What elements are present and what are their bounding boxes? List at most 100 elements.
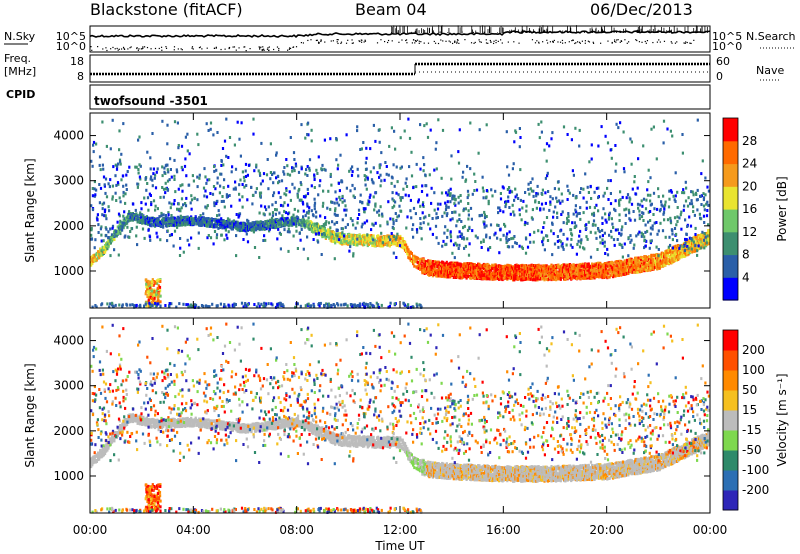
power-cell: [384, 235, 387, 239]
n-search-dot: [287, 49, 289, 51]
power-cell: [145, 221, 148, 225]
power-cell: [109, 241, 112, 245]
power-cell: [349, 240, 352, 244]
power-cell: [415, 265, 418, 269]
power-cell: [448, 273, 451, 277]
power-cell: [498, 264, 501, 268]
n-search-dot: [497, 40, 499, 43]
power-cell: [91, 255, 94, 259]
power-cell: [346, 242, 350, 246]
power-cell: [489, 264, 493, 268]
power-cell: [309, 220, 312, 224]
n-search-dot: [387, 39, 390, 42]
power-cell: [352, 243, 355, 246]
power-cell: [153, 218, 157, 222]
power-cell: [185, 217, 188, 221]
n-search-dot: [158, 47, 160, 50]
power-cell: [188, 223, 191, 227]
n-search-dot: [161, 49, 163, 51]
power-cell: [495, 275, 498, 279]
power-cell: [449, 268, 452, 271]
power-cell: [237, 221, 240, 225]
n-search-dot: [584, 42, 586, 44]
power-cell: [144, 221, 147, 225]
n-search-dot: [493, 40, 495, 42]
n-search-dot: [244, 46, 246, 48]
power-cell: [467, 266, 470, 270]
power-cell: [198, 221, 201, 225]
power-cell: [467, 270, 470, 274]
power-cell: [420, 267, 423, 271]
n-search-dot: [129, 47, 131, 49]
power-cell: [470, 266, 473, 270]
n-search-dot: [137, 49, 139, 51]
power-cell: [417, 263, 420, 267]
power-cell: [485, 266, 488, 270]
n-search-dot: [611, 41, 613, 44]
power-cell: [148, 219, 151, 223]
power-cell: [515, 268, 518, 272]
power-cell: [107, 239, 110, 243]
power-cell: [350, 236, 353, 240]
power-cell: [364, 236, 367, 240]
power-cell: [262, 224, 265, 228]
power-cell: [150, 216, 153, 220]
nave-tick-low: 0: [716, 70, 723, 83]
power-cell: [198, 216, 201, 220]
power-cell: [278, 218, 281, 222]
power-cell: [309, 222, 312, 226]
power-cell: [246, 225, 250, 229]
power-cell: [442, 261, 445, 265]
n-search-dot: [261, 48, 263, 51]
power-cell: [102, 251, 105, 254]
power-cell: [330, 239, 333, 243]
n-search-dot: [405, 39, 407, 42]
power-cell: [489, 276, 493, 280]
n-search-dot: [118, 48, 120, 50]
n-search-dot: [489, 39, 491, 42]
power-cell: [436, 272, 439, 276]
power-cell: [432, 260, 436, 264]
power-cell: [355, 241, 358, 245]
n-search-dot: [553, 39, 555, 42]
power-cell: [393, 241, 396, 245]
power-cell: [432, 270, 436, 273]
power-cell: [296, 221, 300, 225]
power-cell: [414, 255, 417, 259]
power-cell: [475, 269, 479, 272]
power-cell: [445, 269, 448, 273]
power-cell: [142, 218, 145, 222]
power-cell: [415, 256, 418, 259]
power-cell: [423, 263, 426, 266]
power-cell: [486, 274, 489, 278]
power-cell: [371, 235, 374, 239]
n-search-dot: [260, 46, 262, 48]
power-cell: [486, 267, 489, 271]
power-cell: [127, 219, 130, 223]
power-cell: [412, 262, 415, 266]
n-search-dot: [310, 39, 312, 41]
power-cell: [421, 257, 424, 261]
power-cell: [229, 222, 232, 226]
n-search-dot: [386, 41, 389, 44]
power-cell: [439, 269, 443, 273]
power-cell: [473, 276, 476, 280]
power-cell: [265, 225, 268, 229]
power-cell: [269, 221, 272, 225]
power-cell: [438, 268, 441, 272]
power-cell: [421, 259, 424, 263]
n-search-dot: [173, 49, 175, 51]
power-cell: [371, 240, 374, 244]
power-cell: [427, 269, 430, 273]
power-cell: [127, 212, 130, 216]
n-search-dot: [340, 41, 343, 43]
power-cell: [488, 269, 491, 273]
power-cell: [462, 269, 465, 273]
n-search-dot: [215, 47, 217, 49]
power-cell: [392, 239, 395, 243]
power-cell: [429, 262, 432, 266]
n-search-dot: [638, 41, 641, 43]
power-cell: [131, 217, 134, 221]
power-cell: [328, 229, 331, 233]
power-cell: [108, 241, 111, 245]
